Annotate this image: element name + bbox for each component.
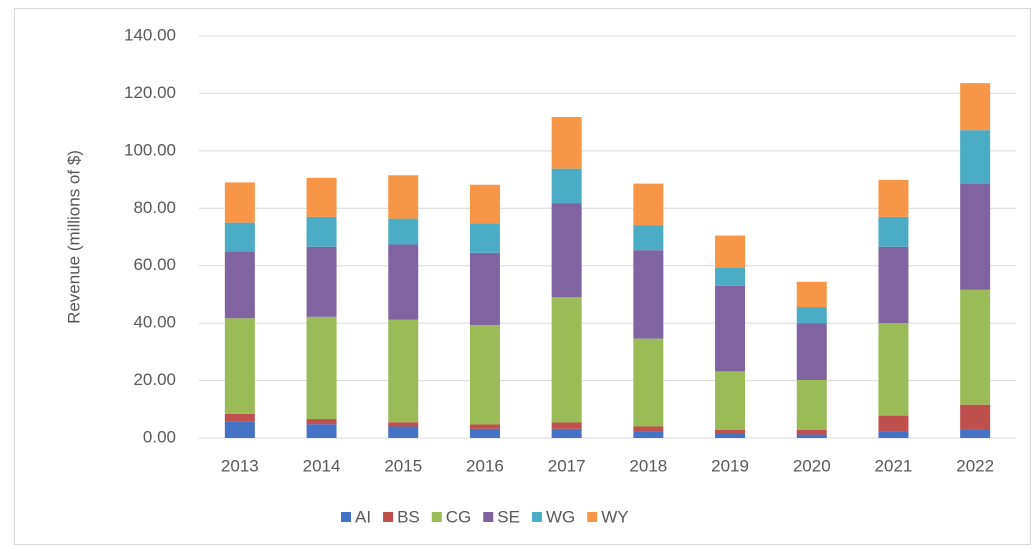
bar-segment (224, 251, 255, 319)
bar-segment (306, 246, 337, 317)
bar-segment (878, 246, 909, 324)
bar-segment (224, 318, 255, 414)
bar-segment (878, 415, 909, 432)
bar-segment (960, 289, 991, 405)
bar-segment (715, 433, 746, 438)
legend-label: SE (497, 507, 520, 526)
bar-segment (388, 426, 419, 438)
bar-segment (796, 429, 827, 435)
chart-border (14, 8, 1031, 545)
bar-segment (878, 431, 909, 438)
bar-segment (388, 175, 419, 219)
legend-swatch (383, 512, 394, 522)
y-tick-label: 140.00 (124, 25, 176, 44)
bar-segment (224, 421, 255, 438)
bar-segment (388, 422, 419, 427)
bar-segment (306, 419, 337, 425)
y-axis-label: Revenue (millions of $) (64, 150, 83, 324)
bar-segment (960, 83, 991, 131)
bar-segment (469, 223, 500, 253)
bar-segment (633, 426, 664, 432)
bar-segment (960, 183, 991, 290)
x-tick-label: 2022 (956, 456, 994, 475)
legend-label: AI (355, 507, 371, 526)
bar-segment (388, 319, 419, 423)
bar-segment (388, 218, 419, 245)
bar-segment (469, 325, 500, 425)
y-tick-label: 80.00 (133, 198, 176, 217)
bar-segment (633, 338, 664, 427)
legend-swatch (531, 512, 542, 522)
bar-segment (960, 130, 991, 184)
bar-segment (878, 216, 909, 247)
bar-segment (306, 424, 337, 438)
bar-segment (469, 428, 500, 438)
x-tick-label: 2014 (303, 456, 341, 475)
y-tick-label: 100.00 (124, 140, 176, 159)
bar-segment (551, 428, 582, 438)
x-tick-label: 2021 (875, 456, 913, 475)
legend-label: WG (546, 507, 575, 526)
x-tick-label: 2018 (629, 456, 667, 475)
bar-segment (306, 316, 337, 420)
bar-segment (551, 116, 582, 169)
bar-segment (633, 225, 664, 251)
x-tick-label: 2019 (711, 456, 749, 475)
bar-segment (633, 250, 664, 339)
x-tick-label: 2013 (221, 456, 259, 475)
legend-swatch (483, 512, 494, 522)
bar-segment (551, 168, 582, 204)
y-tick-label: 60.00 (133, 255, 176, 274)
bar-segment (469, 424, 500, 429)
legend-label: CG (446, 507, 472, 526)
bar-segment (551, 203, 582, 298)
bar-segment (551, 422, 582, 429)
bar-segment (715, 268, 746, 286)
x-tick-label: 2017 (548, 456, 586, 475)
legend-label: BS (397, 507, 420, 526)
y-tick-label: 20.00 (133, 370, 176, 389)
bar-segment (796, 281, 827, 308)
legend-label: WY (601, 507, 628, 526)
bar-segment (306, 216, 337, 247)
bar-segment (388, 244, 419, 320)
bar-segment (633, 183, 664, 226)
bar-segment (796, 434, 827, 438)
y-tick-label: 40.00 (133, 313, 176, 332)
legend-swatch (587, 512, 598, 522)
bar-segment (224, 182, 255, 223)
bar-segment (306, 177, 337, 217)
bar-segment (960, 404, 991, 430)
bar-segment (551, 297, 582, 423)
bar-segment (715, 371, 746, 430)
bar-segment (796, 307, 827, 324)
bar-segment (224, 413, 255, 422)
legend-swatch (431, 512, 442, 522)
x-tick-label: 2020 (793, 456, 831, 475)
bar-segment (878, 323, 909, 416)
y-tick-label: 120.00 (124, 83, 176, 102)
bar-segment (469, 184, 500, 224)
bar-segment (715, 285, 746, 372)
bar-segment (469, 252, 500, 326)
x-tick-label: 2016 (466, 456, 504, 475)
bar-segment (715, 235, 746, 269)
bar-segment (878, 179, 909, 217)
bar-segment (796, 323, 827, 380)
bar-segment (633, 431, 664, 438)
bar-segment (960, 429, 991, 438)
x-tick-label: 2015 (384, 456, 422, 475)
legend-swatch (341, 512, 351, 522)
y-tick-label: 0.00 (143, 427, 176, 446)
bar-segment (796, 379, 827, 430)
bar-segment (224, 222, 255, 252)
bar-segment (715, 429, 746, 434)
